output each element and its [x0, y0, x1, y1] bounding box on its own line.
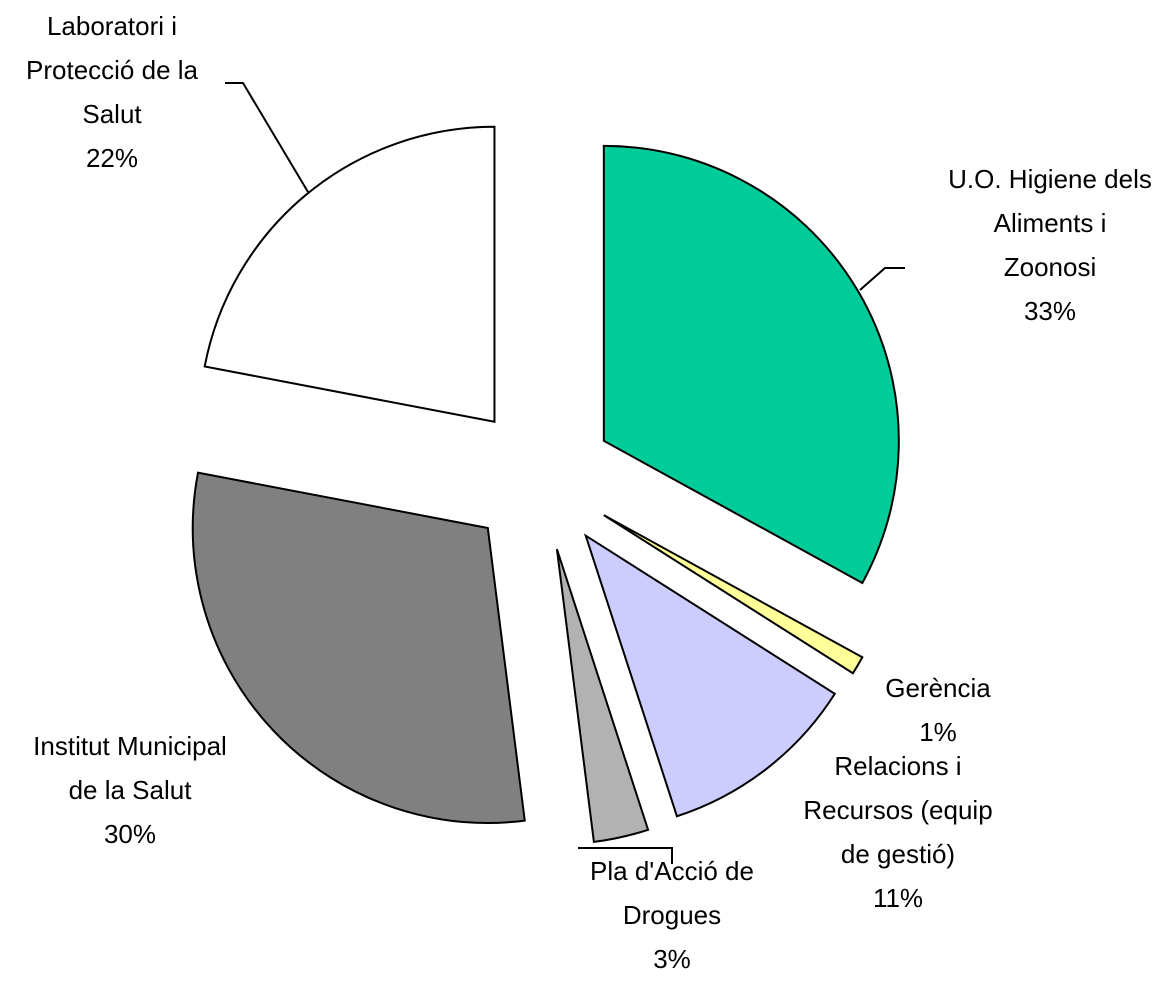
slice-label: Gerència 1% [885, 666, 991, 754]
slice-percent: 33% [1023, 296, 1077, 326]
slice-label: U.O. Higiene dels Aliments i Zoonosi 33% [948, 157, 1152, 333]
slice-label: Pla d'Acció de Drogues 3% [590, 849, 754, 981]
slice-name: Laboratori i Protecció de la Salut [26, 11, 198, 129]
slice-percent: 3% [653, 944, 691, 974]
slice-percent: 1% [919, 717, 957, 747]
slice-name: Gerència [885, 673, 991, 703]
slice-percent: 22% [85, 143, 139, 173]
pie-slice [583, 533, 837, 818]
pie-slice [555, 548, 650, 844]
slice-percent: 30% [103, 819, 157, 849]
pie-slice [603, 514, 864, 675]
slice-label: Laboratori i Protecció de la Salut 22% [26, 4, 198, 180]
pie-slice [191, 471, 526, 824]
slice-name: Institut Municipal de la Salut [33, 731, 227, 805]
slice-name: Pla d'Acció de Drogues [590, 856, 754, 930]
leader-line [859, 267, 905, 291]
pie-slice [602, 144, 900, 585]
slice-name: Relacions i Recursos (equip de gestió) [803, 751, 993, 869]
slice-label: Relacions i Recursos (equip de gestió) 11… [803, 744, 992, 920]
pie-slice [203, 125, 496, 423]
leader-line [225, 82, 309, 193]
leader-line [578, 847, 673, 864]
slice-name: U.O. Higiene dels Aliments i Zoonosi [948, 164, 1152, 282]
slice-percent: 11% [872, 883, 924, 913]
slice-label: Institut Municipal de la Salut 30% [33, 724, 227, 856]
